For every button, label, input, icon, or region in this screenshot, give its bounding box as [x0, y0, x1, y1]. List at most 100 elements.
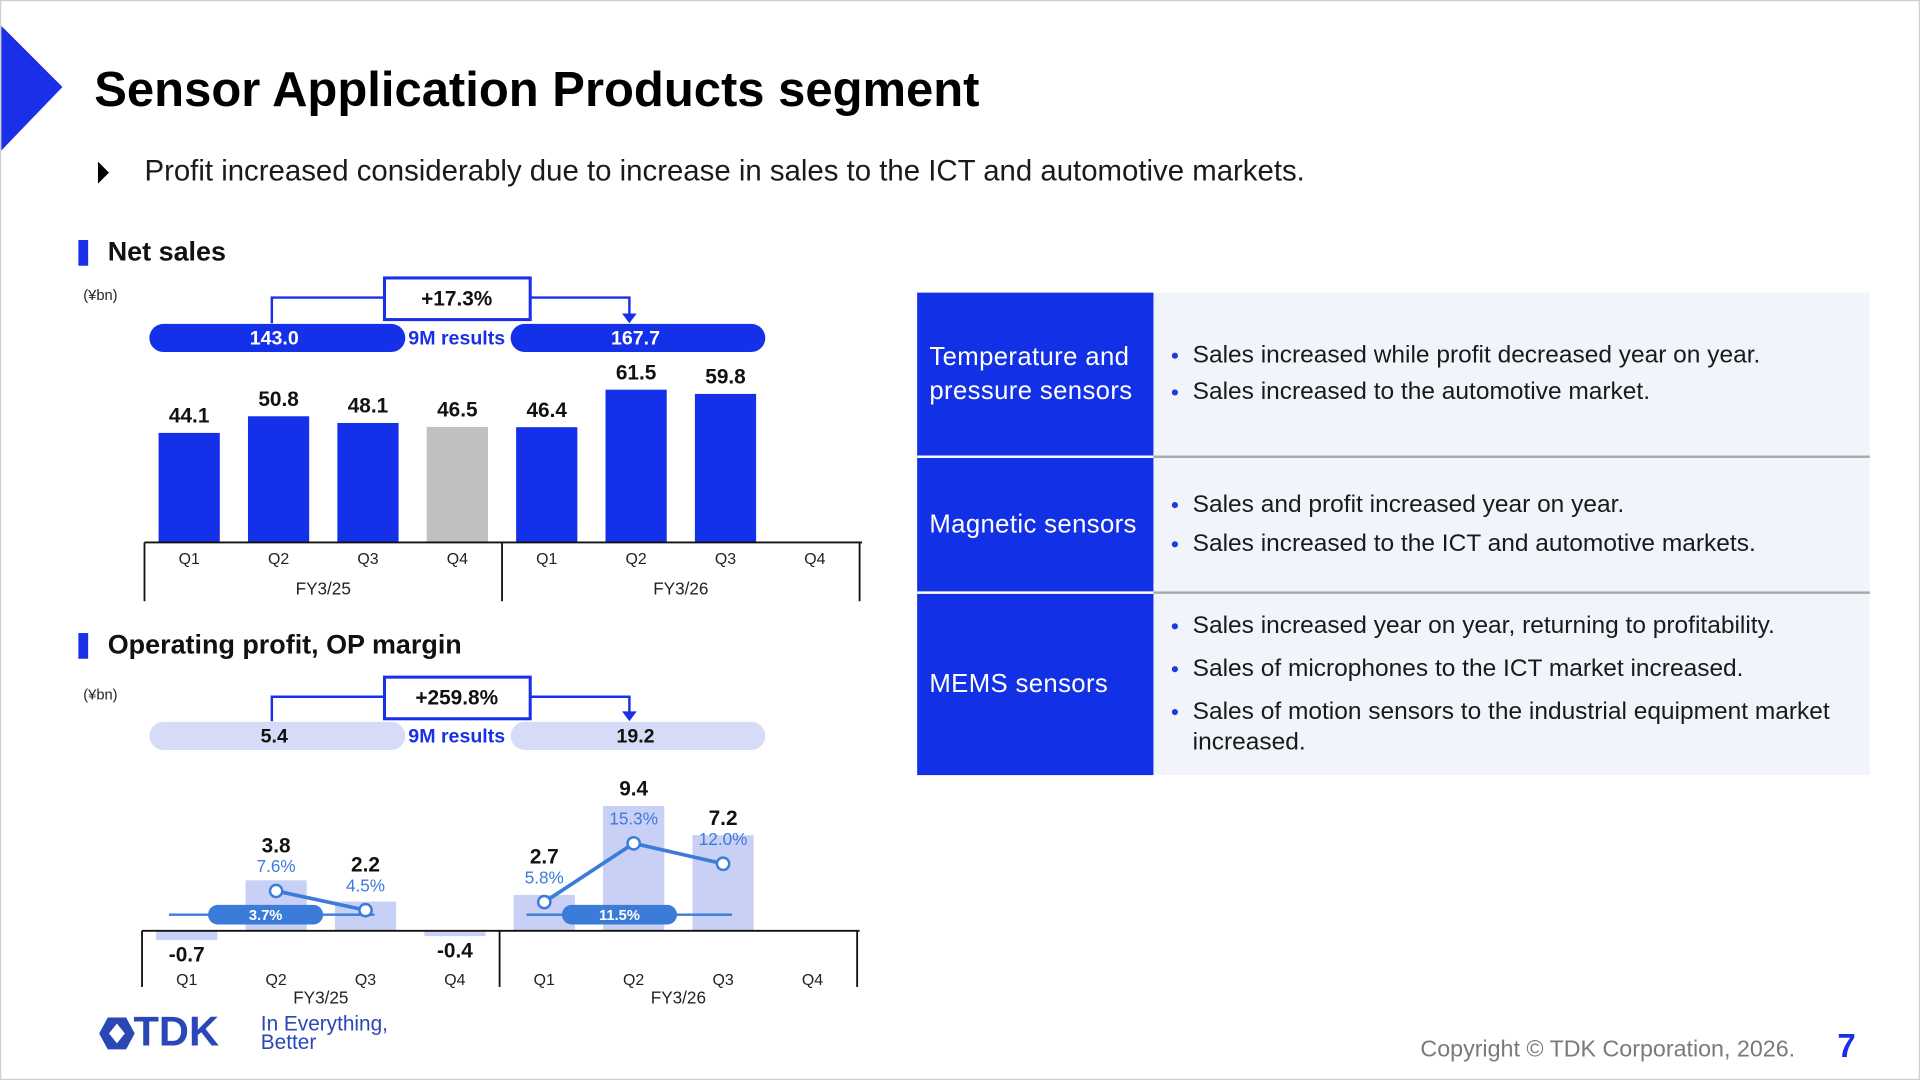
x-tick-label: Q1 [179, 551, 200, 568]
margin-label: 7.6% [257, 856, 296, 876]
x-tick-label: Q1 [534, 972, 555, 989]
average-label: 11.5% [599, 908, 640, 924]
x-tick-label: Q3 [712, 972, 733, 989]
x-tick-label: Q4 [447, 551, 468, 568]
logo-mark-inner [108, 1023, 125, 1044]
x-tick-label: Q2 [623, 972, 644, 989]
bullet-item: Sales increased year on year, returning … [1168, 611, 1870, 642]
x-tick-label: Q4 [444, 972, 465, 989]
data-label: -0.4 [437, 940, 473, 963]
table-row: Magnetic sensors Sales and profit increa… [917, 455, 1870, 592]
summary-pill [149, 721, 406, 750]
summary-current: 19.2 [616, 725, 654, 747]
bar [605, 389, 667, 543]
connector [270, 695, 631, 722]
margin-point [268, 883, 284, 899]
x-tick-label: Q3 [715, 551, 736, 568]
margin-label: 5.8% [525, 867, 564, 887]
bullet-item: Sales increased to the ICT and automotiv… [1168, 529, 1756, 560]
connector [270, 296, 631, 324]
segment-table: Temperature and pressure sensors Sales i… [917, 292, 1870, 776]
data-label: 44.1 [169, 404, 209, 427]
bullet-item: Sales increased to the automotive market… [1168, 377, 1760, 408]
bar [247, 416, 310, 543]
slide-title: Sensor Application Products segment [94, 63, 979, 117]
unit-label: (¥bn) [83, 687, 117, 703]
tagline: In Everything, [261, 1012, 388, 1035]
group-label: FY3/26 [653, 579, 708, 599]
corner-arrow [1, 25, 63, 151]
data-label: -0.7 [169, 944, 205, 967]
margin-point [715, 856, 731, 872]
summary-pill [510, 721, 766, 750]
x-tick-label: Q3 [355, 972, 376, 989]
bar [424, 930, 486, 937]
tagline: Better [261, 1031, 317, 1054]
bullet-arrow [97, 161, 109, 184]
margin-point [358, 902, 373, 918]
margin-label: 15.3% [609, 809, 658, 829]
bullet-list: Sales increased year on year, returning … [1168, 611, 1870, 758]
bar [156, 930, 218, 941]
summary-current: 167.7 [611, 327, 660, 349]
x-tick-label: Q4 [804, 551, 825, 568]
bullet-item: Sales of microphones to the ICT market i… [1168, 654, 1870, 685]
row-text: Sales increased while profit decreased y… [1153, 292, 1870, 456]
copyright: Copyright © TDK Corporation, 2026. [1420, 1036, 1795, 1062]
summary-change: +17.3% [421, 288, 492, 311]
section-marker [78, 633, 89, 659]
bullet-item: Sales and profit increased year on year. [1168, 490, 1756, 521]
row-text: Sales and profit increased year on year.… [1153, 455, 1870, 592]
bullet-item: Sales increased while profit decreased y… [1168, 340, 1760, 371]
table-row: MEMS sensors Sales increased year on yea… [917, 591, 1870, 776]
connector-arrow [622, 711, 637, 722]
data-label: 9.4 [619, 778, 648, 801]
x-tick-label: Q2 [266, 972, 287, 989]
data-label: 2.2 [351, 854, 380, 877]
summary-pill [149, 323, 406, 353]
data-label: 46.5 [437, 399, 477, 422]
unit-label: (¥bn) [83, 288, 117, 304]
bar [337, 422, 399, 543]
summary-pill [510, 323, 766, 353]
group-label: FY3/26 [651, 988, 706, 1008]
x-tick-label: Q1 [536, 551, 557, 568]
margin-label: 12.0% [699, 829, 748, 849]
bar [516, 427, 578, 543]
change-box [382, 675, 532, 721]
average-pill [561, 904, 678, 925]
data-label: 3.8 [262, 834, 291, 857]
bar [692, 835, 754, 931]
data-label: 59.8 [705, 365, 745, 388]
bar [426, 426, 488, 543]
logo-text: TDK [133, 1008, 219, 1055]
data-label: 7.2 [709, 807, 738, 830]
margin-point [536, 894, 552, 910]
group-label: FY3/25 [296, 579, 351, 599]
section-marker [78, 240, 89, 266]
summary-prior: 143.0 [250, 327, 299, 349]
x-tick-label: Q3 [357, 551, 378, 568]
margin-label: 4.5% [346, 875, 385, 895]
bullet-list: Sales increased while profit decreased y… [1168, 340, 1760, 407]
x-tick-label: Q1 [176, 972, 197, 989]
bar [158, 432, 220, 543]
x-tick-label: Q4 [802, 972, 823, 989]
x-tick-label: Q2 [268, 551, 289, 568]
logo: TDK In Everything, Better [99, 1008, 388, 1055]
margin-point [626, 836, 642, 851]
summary-label: 9M results [408, 327, 505, 349]
page-number: 7 [1837, 1028, 1855, 1065]
x-tick-label: Q2 [626, 551, 647, 568]
summary-bullet: Profit increased considerably due to inc… [144, 154, 1304, 187]
change-box [382, 276, 532, 322]
bar [694, 393, 757, 543]
bullet-item: Sales of motion sensors to the industria… [1168, 697, 1870, 758]
average-label: 3.7% [249, 908, 282, 924]
chart-title: Net sales [108, 237, 226, 267]
table-row: Temperature and pressure sensors Sales i… [917, 292, 1870, 456]
data-label: 2.7 [530, 846, 559, 869]
